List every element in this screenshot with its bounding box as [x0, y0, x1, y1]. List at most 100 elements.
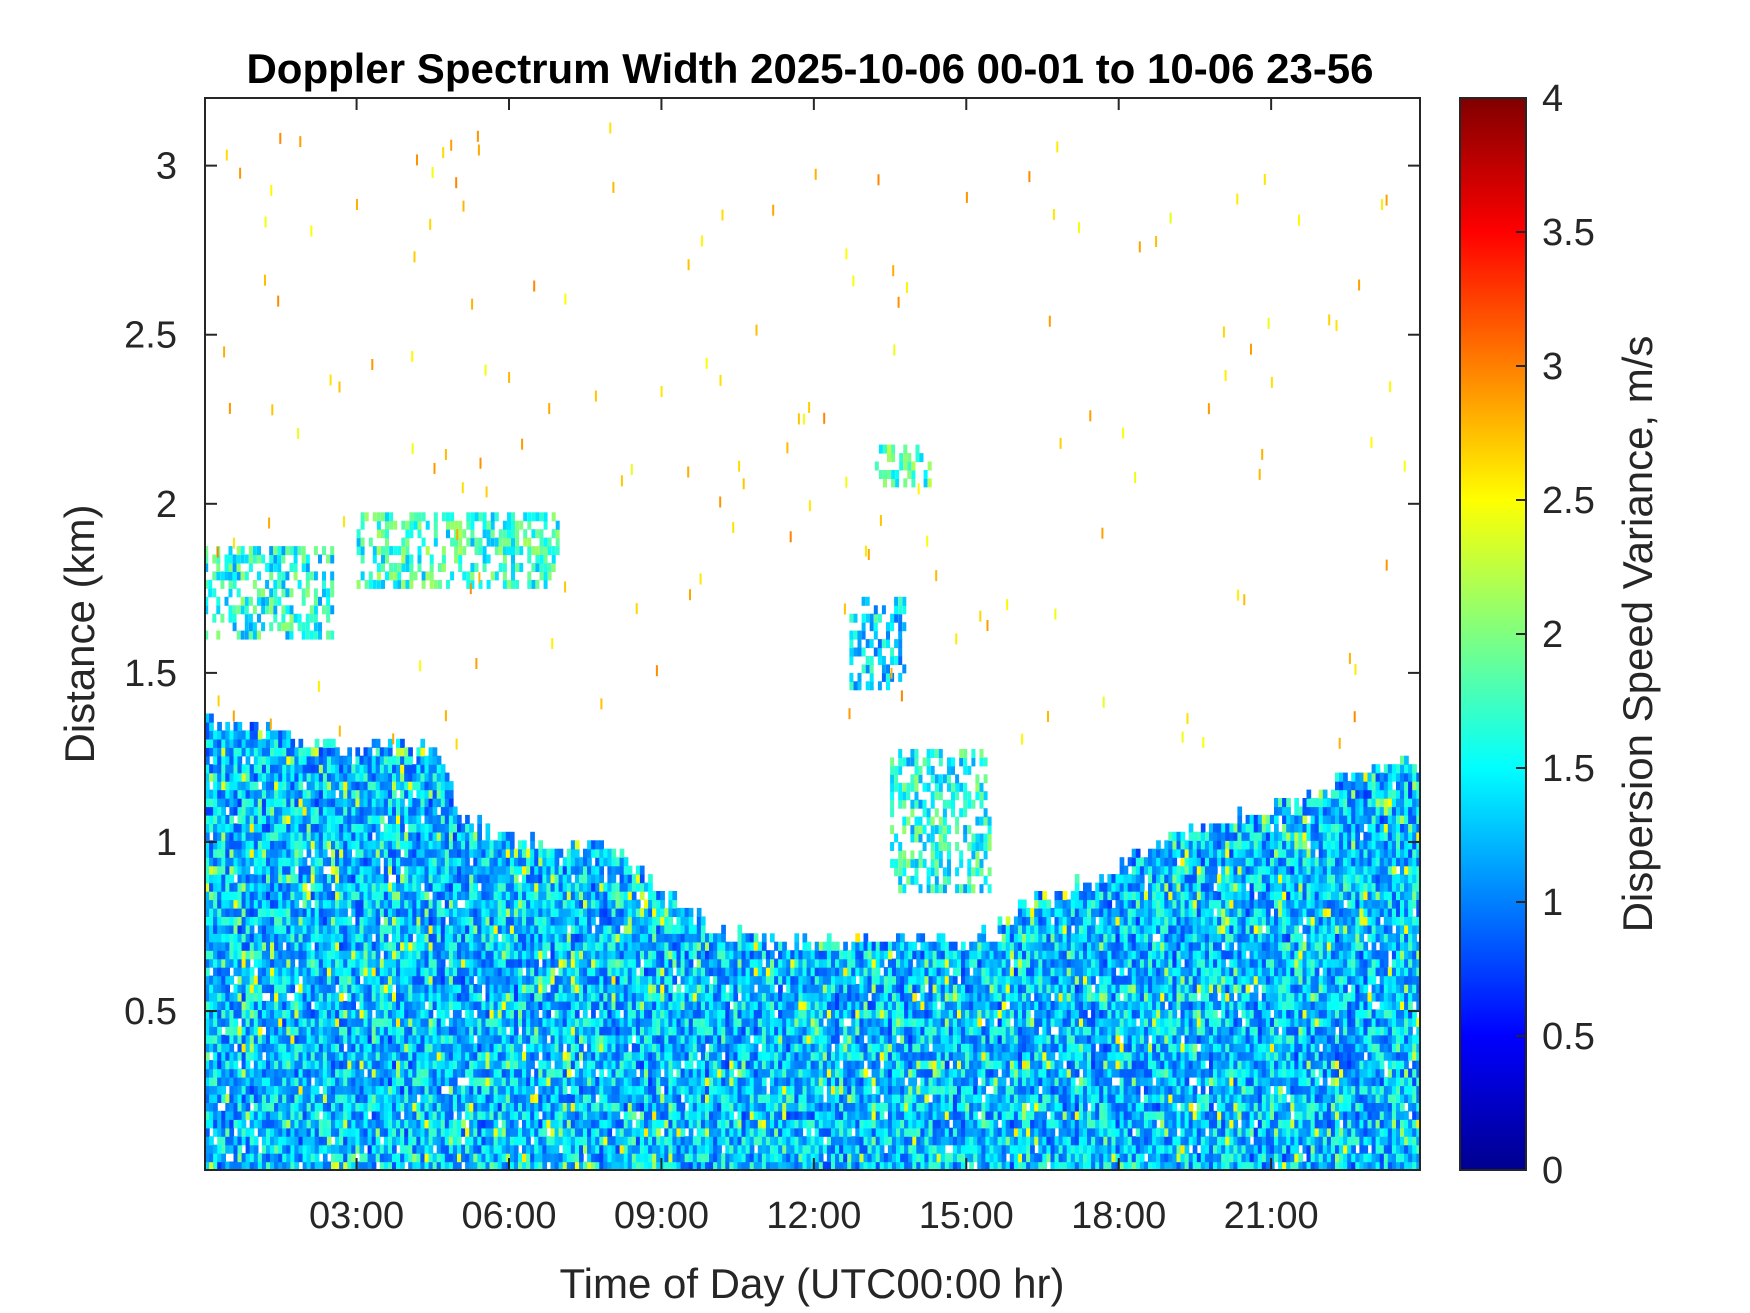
heatmap-cell: [570, 984, 576, 994]
heatmap-cell: [664, 1060, 669, 1070]
heatmap-cell: [493, 840, 499, 850]
heatmap-cell: [497, 1102, 503, 1112]
heatmap-cell: [209, 848, 214, 858]
heatmap-cell: [278, 1000, 283, 1010]
heatmap-cell: [615, 1009, 621, 1019]
heatmap-cell: [229, 899, 235, 909]
heatmap-cell: [266, 730, 271, 740]
heatmap-cell: [347, 1085, 352, 1095]
heatmap-cell: [261, 1000, 267, 1010]
heatmap-cell: [387, 814, 393, 824]
heatmap-cell: [306, 772, 312, 782]
heatmap-cell: [587, 1136, 592, 1146]
heatmap-cell: [274, 874, 279, 884]
heatmap-cell: [282, 1034, 287, 1044]
heatmap-cell: [644, 1119, 649, 1129]
heatmap-cell: [505, 933, 511, 943]
heatmap-cell: [294, 899, 300, 909]
heatmap-cell: [351, 865, 356, 875]
heatmap-cell: [558, 1000, 564, 1010]
heatmap-cell: [526, 941, 531, 951]
heatmap-cell: [274, 755, 279, 765]
heatmap-cell: [249, 1043, 255, 1053]
heatmap-cell: [440, 984, 446, 994]
heatmap-cell: [489, 992, 495, 1002]
heatmap-cell: [428, 1068, 434, 1078]
heatmap-cell: [294, 1000, 300, 1010]
heatmap-cell: [583, 1051, 588, 1061]
heatmap-cell: [489, 1060, 495, 1070]
heatmap-cell: [501, 984, 507, 994]
heatmap-cell: [233, 1000, 239, 1010]
heatmap-cell: [379, 814, 385, 824]
heatmap-cell: [611, 1043, 617, 1053]
heatmap-cell: [290, 1009, 296, 1019]
heatmap-cell: [371, 865, 377, 875]
heatmap-cell: [339, 899, 344, 909]
heatmap-cell: [213, 992, 218, 1002]
heatmap-cell: [505, 1085, 511, 1095]
heatmap-cell: [461, 1068, 466, 1078]
heatmap-cell: [420, 747, 426, 757]
heatmap-cell: [359, 865, 365, 875]
heatmap-cell: [566, 992, 572, 1002]
heatmap-cell: [416, 1119, 422, 1129]
heatmap-cell: [355, 848, 361, 858]
heatmap-cell: [347, 941, 352, 951]
heatmap-cell: [375, 1077, 381, 1087]
heatmap-cell: [526, 1161, 531, 1171]
heatmap-cell: [274, 950, 279, 960]
heatmap-cell: [603, 1017, 608, 1027]
heatmap-cell: [290, 798, 296, 808]
heatmap-cell: [412, 1017, 417, 1027]
heatmap-cell: [469, 1026, 474, 1036]
heatmap-cell: [274, 1085, 279, 1095]
heatmap-cell: [509, 1051, 515, 1061]
heatmap-cell: [505, 840, 511, 850]
heatmap-cell: [485, 958, 491, 968]
heatmap-cell: [383, 1000, 389, 1010]
heatmap-cell: [485, 1026, 491, 1036]
heatmap-cell: [331, 1077, 336, 1087]
heatmap-cell: [607, 899, 613, 909]
heatmap-cell: [477, 958, 482, 968]
heatmap-cell: [583, 865, 588, 875]
heatmap-cell: [509, 1009, 515, 1019]
heatmap-cell: [282, 1077, 287, 1087]
heatmap-cell: [505, 941, 511, 951]
heatmap-cell: [554, 1026, 560, 1036]
heatmap-cell: [477, 1161, 482, 1171]
heatmap-cell: [448, 933, 454, 943]
heatmap-cell: [607, 1051, 613, 1061]
heatmap-cell: [314, 1093, 320, 1103]
heatmap-cell: [412, 764, 417, 774]
heatmap-cell: [343, 781, 348, 791]
heatmap-cell: [420, 1085, 426, 1095]
heatmap-cell: [591, 907, 596, 917]
heatmap-cell: [509, 848, 515, 858]
heatmap-cell: [473, 924, 478, 934]
heatmap-cell: [286, 1102, 291, 1112]
heatmap-cell: [607, 1127, 613, 1137]
heatmap-cell: [261, 747, 267, 757]
heatmap-cell: [217, 1127, 222, 1137]
heatmap-cell: [631, 950, 637, 960]
heatmap-cell: [245, 907, 251, 917]
heatmap-cell: [444, 1110, 450, 1120]
heatmap-cell: [444, 924, 450, 934]
heatmap-cell: [375, 967, 381, 977]
heatmap-cell: [648, 1127, 653, 1137]
heatmap-cell: [229, 814, 235, 824]
heatmap-cell: [420, 941, 426, 951]
heatmap-cell: [489, 958, 495, 968]
heatmap-cell: [656, 891, 661, 901]
heatmap-cell: [213, 730, 218, 740]
heatmap-cell: [465, 1009, 470, 1019]
heatmap-cell: [306, 1026, 312, 1036]
heatmap-cell: [343, 1068, 348, 1078]
heatmap-cell: [473, 1093, 478, 1103]
heatmap-cell: [570, 916, 576, 926]
heatmap-cell: [237, 781, 243, 791]
heatmap-cell: [644, 916, 649, 926]
heatmap-cell: [355, 764, 361, 774]
